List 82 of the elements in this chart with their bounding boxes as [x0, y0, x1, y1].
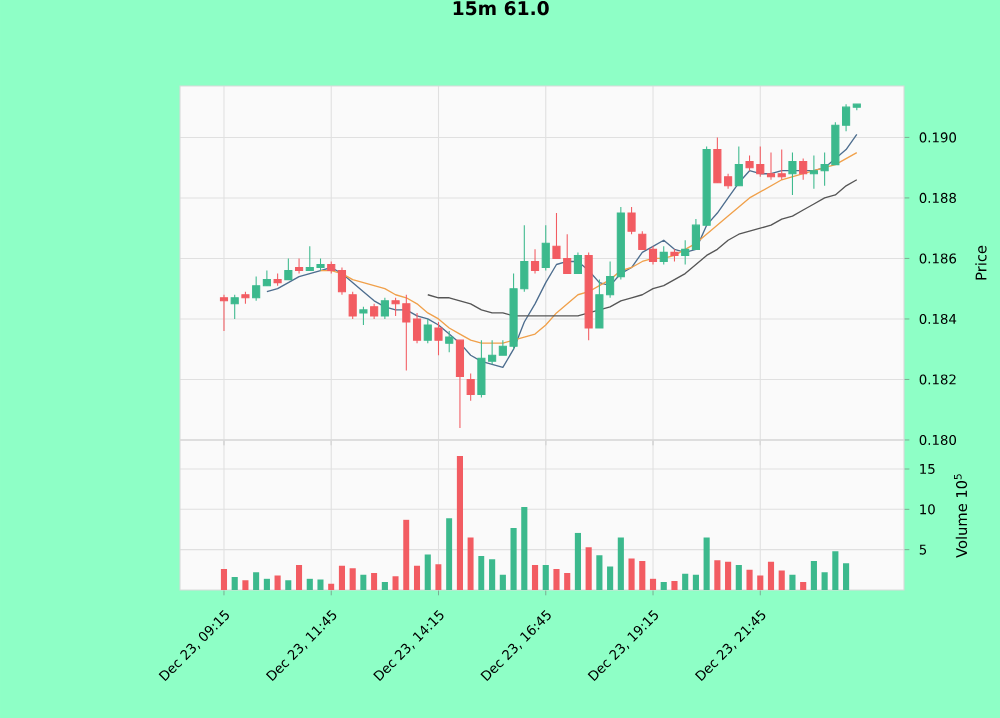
bar	[607, 566, 614, 590]
candlestick	[359, 306, 368, 326]
candlestick	[423, 318, 432, 344]
candlestick	[219, 294, 229, 332]
bar	[489, 559, 496, 590]
bar	[735, 564, 742, 590]
candlestick	[284, 257, 293, 281]
bar	[338, 565, 346, 590]
bar	[521, 506, 528, 590]
bar	[231, 577, 238, 590]
candlestick	[541, 224, 550, 272]
candlestick	[466, 372, 475, 402]
candlestick	[294, 257, 304, 275]
bar	[435, 564, 442, 590]
bar	[767, 561, 775, 590]
bar	[553, 569, 560, 590]
bar	[274, 575, 281, 590]
candlestick	[230, 294, 239, 320]
candlestick	[627, 206, 636, 235]
chart-title: 15m 61.0	[453, 1, 549, 16]
bar	[596, 555, 603, 590]
candlestick	[370, 303, 379, 320]
bar	[220, 569, 228, 590]
bar	[574, 532, 581, 590]
bar	[649, 578, 657, 590]
bar	[510, 527, 517, 590]
bar	[317, 579, 324, 590]
bar	[585, 547, 592, 590]
candlestick	[445, 330, 454, 353]
candlestick	[348, 291, 357, 320]
bar	[478, 556, 485, 590]
bar	[800, 581, 807, 590]
bar	[757, 575, 764, 590]
candlestick	[573, 251, 583, 275]
bar	[660, 581, 667, 590]
bar	[371, 573, 378, 590]
bar	[746, 569, 753, 590]
candlestick	[799, 158, 808, 181]
candlestick	[380, 297, 389, 320]
bar	[564, 573, 571, 590]
bar	[456, 456, 464, 590]
bar	[671, 581, 678, 590]
candlestick	[670, 248, 679, 263]
bar	[832, 551, 839, 590]
bar	[542, 564, 549, 590]
candlestick	[584, 251, 593, 341]
bar	[360, 574, 367, 590]
bar	[285, 580, 292, 590]
candlestick	[530, 248, 540, 275]
candlestick	[455, 339, 465, 429]
bar	[446, 518, 453, 590]
bar	[639, 560, 646, 590]
candlestick	[659, 245, 668, 266]
bar	[328, 583, 335, 590]
bar	[810, 560, 817, 590]
bar	[725, 561, 732, 590]
bar	[306, 578, 313, 590]
bar	[499, 574, 506, 590]
candlestick	[241, 291, 250, 305]
bar	[789, 574, 796, 590]
bar	[682, 573, 689, 590]
bar	[714, 560, 721, 590]
bar	[617, 537, 624, 590]
bar	[843, 563, 850, 590]
bar	[403, 519, 410, 590]
candlestick	[273, 273, 282, 287]
bar	[413, 565, 421, 590]
bar	[263, 578, 270, 590]
candlestick	[788, 152, 797, 196]
bar	[296, 564, 303, 590]
bar	[778, 570, 785, 590]
bar	[242, 580, 249, 590]
bar	[424, 554, 431, 590]
bar	[253, 572, 260, 590]
candlestick	[734, 145, 743, 187]
bar	[628, 558, 635, 590]
bar	[531, 564, 539, 590]
bar	[692, 574, 699, 590]
candlestick	[434, 321, 443, 356]
bar	[381, 581, 388, 590]
bar	[821, 572, 828, 590]
bar	[703, 537, 710, 590]
